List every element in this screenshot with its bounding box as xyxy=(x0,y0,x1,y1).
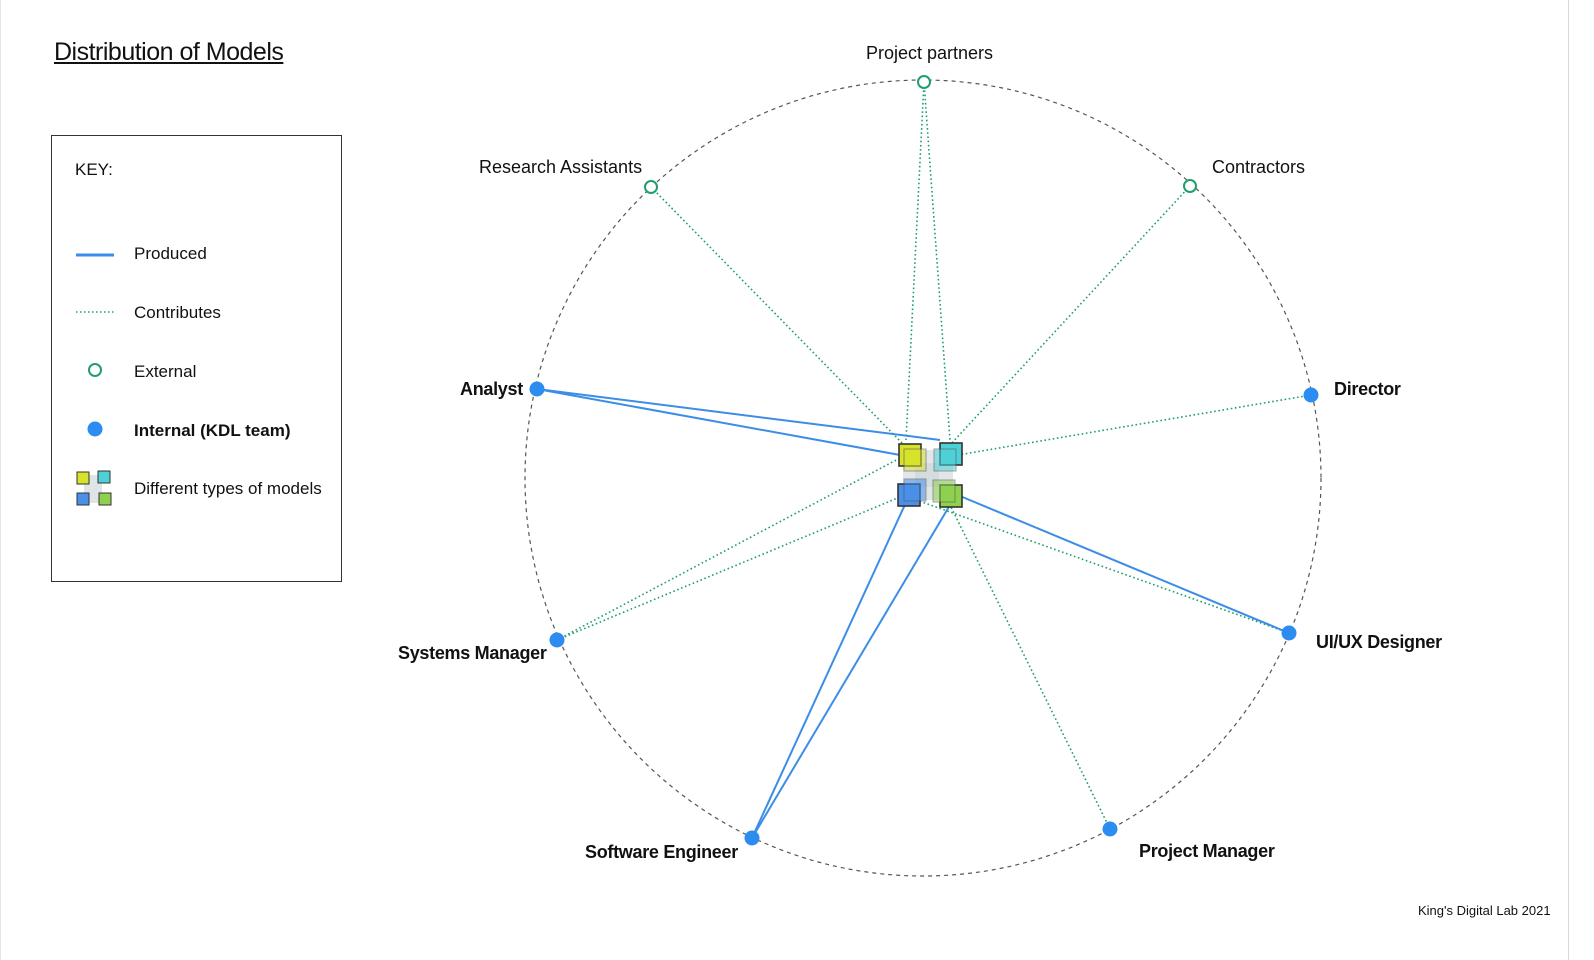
label-director: Director xyxy=(1334,379,1401,399)
solid-line-icon xyxy=(76,253,114,257)
credit-text: King's Digital Lab 2021 xyxy=(1418,903,1551,918)
key-label-contributes: Contributes xyxy=(134,303,221,322)
label-analyst: Analyst xyxy=(460,379,523,399)
edge-director-cyan xyxy=(957,394,1312,456)
filled-circle-icon xyxy=(87,421,103,437)
node-systems-manager xyxy=(549,632,565,648)
edge-partners-yellow xyxy=(905,81,925,441)
page-title: Distribution of Models xyxy=(54,38,284,66)
page-edge xyxy=(1568,0,1569,960)
node-research-assistants xyxy=(644,180,658,194)
key-heading: KEY: xyxy=(75,160,113,179)
label-systems-manager: Systems Manager xyxy=(398,643,547,663)
node-project-partners xyxy=(917,75,931,89)
produced-edges xyxy=(536,388,1290,839)
label-research-assistants: Research Assistants xyxy=(479,157,643,177)
role-nodes xyxy=(529,75,1319,846)
key-item-produced: Produced xyxy=(52,239,341,269)
key-item-models: Different types of models xyxy=(52,469,341,509)
node-software-engineer xyxy=(744,830,760,846)
model-squares-icon xyxy=(76,470,112,506)
contributes-edges xyxy=(556,81,1312,830)
edge-sysman-yellow xyxy=(556,457,901,641)
edge-contractors-cyan xyxy=(949,185,1191,446)
edge-ux-green xyxy=(959,495,1290,634)
node-director xyxy=(1303,387,1319,403)
edge-ra-yellow xyxy=(650,186,906,447)
key-item-contributes: Contributes xyxy=(52,298,341,328)
key-panel: KEY: Produced Contributes External Inter… xyxy=(51,135,342,582)
label-contractors: Contractors xyxy=(1212,157,1306,177)
edge-se-blue xyxy=(751,497,909,839)
edge-analyst-yellow xyxy=(536,388,901,456)
node-project-manager xyxy=(1102,821,1118,837)
node-analyst xyxy=(529,381,545,397)
edge-ux-blue xyxy=(907,496,1290,634)
key-item-internal: Internal (KDL team) xyxy=(52,416,341,446)
node-contractors xyxy=(1183,179,1197,193)
label-project-partners: Project partners xyxy=(866,43,994,63)
edge-pm-green xyxy=(949,504,1111,830)
edge-analyst-cyan xyxy=(536,388,941,441)
edge-se-green xyxy=(751,504,951,839)
node-ux-designer xyxy=(1281,625,1297,641)
key-label-internal: Internal (KDL team) xyxy=(134,421,291,440)
label-project-manager: Project Manager xyxy=(1139,841,1275,861)
edge-sysman-blue xyxy=(556,496,901,641)
model-cluster xyxy=(897,442,963,508)
label-software-engineer: Software Engineer xyxy=(585,842,738,862)
key-label-produced: Produced xyxy=(134,244,207,263)
key-label-models: Different types of models xyxy=(134,479,322,498)
key-label-external: External xyxy=(134,362,197,381)
key-item-external: External xyxy=(52,357,341,387)
edge-partners-cyan xyxy=(923,81,951,441)
open-circle-icon xyxy=(88,363,102,377)
page-edge xyxy=(0,0,1,960)
label-ux-designer: UI/UX Designer xyxy=(1316,632,1442,652)
